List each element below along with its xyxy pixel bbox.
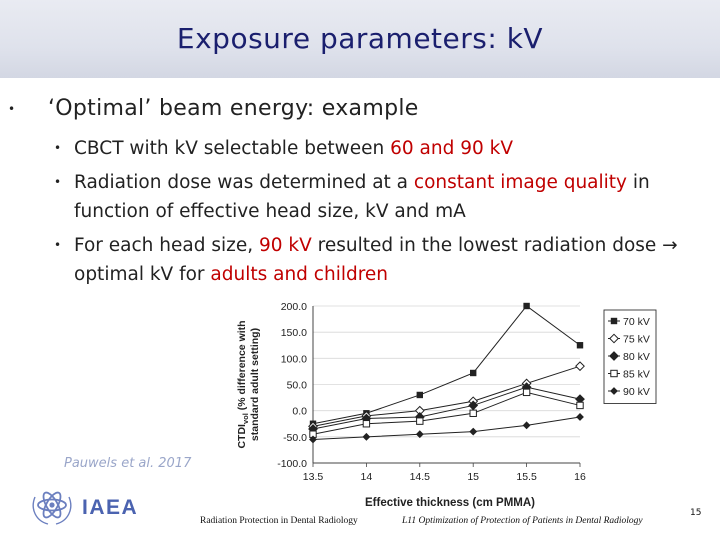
page-number: 15 (690, 508, 702, 518)
series-line (312, 416, 581, 440)
atom-icon (32, 491, 72, 525)
data-point (522, 388, 531, 397)
data-point (575, 361, 585, 372)
x-tick-label: 15 (467, 471, 479, 483)
bullet-text: resulted in the lowest radiation dose → … (74, 235, 678, 285)
data-point (609, 351, 619, 361)
bullet-text: in function of effective head size, kV a… (74, 172, 650, 222)
bullet-text: For each head size, (74, 235, 259, 256)
y-axis-label: CTDIvol (% difference with standard adult… (236, 320, 261, 448)
legend-label: 80 kV (623, 351, 650, 363)
sub-bullet-3: • For each head size, 90 kV resulted in t… (54, 235, 678, 285)
iaea-logo: IAEA (32, 491, 138, 525)
series-line (312, 391, 581, 435)
data-point (610, 369, 618, 378)
bullet-marker: • (8, 102, 16, 116)
highlight-text: 90 kV (258, 235, 312, 256)
title-bar: Exposure parameters: kV (0, 0, 720, 78)
data-point (610, 387, 618, 395)
highlight-text: adults and children (210, 264, 389, 285)
data-point (416, 417, 424, 425)
y-tick-label: 0.0 (292, 406, 307, 418)
data-point (469, 409, 477, 417)
chart-background (218, 288, 672, 514)
footer-lecture-title: L11 Optimization of Protection of Patien… (402, 516, 643, 526)
y-tick-label: 200.0 (281, 301, 307, 313)
page-title: Exposure parameters: kV (176, 22, 544, 55)
data-point (576, 401, 584, 410)
legend-label: 90 kV (623, 386, 650, 398)
y-tick-label: 50.0 (287, 380, 308, 392)
sub-bullet-1: • CBCT with kV selectable between 60 and … (54, 138, 513, 159)
chart-legend: 70 kV 75 kV 80 kV 85 kV 90 kV (603, 309, 657, 404)
bullet-text: Radiation dose was determined at a (74, 172, 414, 193)
data-point (416, 391, 423, 399)
data-point (470, 369, 477, 377)
y-tick-label: -50.0 (283, 432, 307, 444)
main-bullet-text: ‘Optimal’ beam energy: example (48, 96, 419, 121)
citation: Pauwels et al. 2017 (64, 456, 192, 471)
x-axis-label: Effective thickness (cm PMMA) (365, 497, 535, 509)
data-point (362, 420, 371, 428)
bullet-text: CBCT with kV selectable between (74, 138, 391, 159)
data-point (522, 421, 531, 430)
footer-course-title: Radiation Protection in Dental Radiology (200, 516, 358, 526)
highlight-text: 60 and 90 kV (390, 138, 513, 159)
x-tick-label: 14 (361, 471, 373, 483)
series-85-kv (309, 388, 584, 438)
data-point (610, 317, 618, 325)
data-point (362, 432, 371, 441)
legend-label: 70 kV (623, 316, 650, 328)
y-tick-label: 150.0 (281, 327, 307, 339)
data-point (576, 413, 584, 421)
legend-label: 75 kV (623, 334, 650, 346)
series-90-kv (309, 413, 584, 444)
x-tick-label: 14.5 (410, 471, 431, 483)
series-line (312, 365, 581, 427)
series-line (312, 305, 581, 425)
chart-series (308, 302, 585, 444)
x-tick-label: 15.5 (516, 471, 537, 483)
y-axis-label-line-1: CTDIvol (% difference with (236, 320, 250, 448)
data-point (309, 435, 317, 444)
data-point (415, 430, 424, 439)
data-point (609, 333, 619, 344)
data-point (523, 302, 530, 310)
legend-label: 85 kV (623, 369, 650, 381)
data-point (469, 427, 478, 436)
logo-text: IAEA (82, 496, 138, 519)
series-line (312, 386, 581, 430)
y-tick-label: 100.0 (281, 353, 307, 365)
x-tick-label: 16 (574, 471, 586, 483)
chart-axes: -100.0 -50.0 0.0 50.0 100.0 150.0 200.0 13.5 14 1… (277, 301, 586, 483)
x-tick-label: 13.5 (303, 471, 324, 483)
dose-chart: CTDIvol (% difference with standard adult… (218, 288, 672, 514)
highlight-text: constant image quality (413, 172, 627, 193)
y-tick-label: -100.0 (277, 458, 307, 470)
y-axis-label-line-2: standard adult setting) (249, 328, 261, 441)
sub-bullet-2: • Radiation dose was determined at a cons… (54, 172, 650, 222)
data-point (576, 342, 584, 349)
